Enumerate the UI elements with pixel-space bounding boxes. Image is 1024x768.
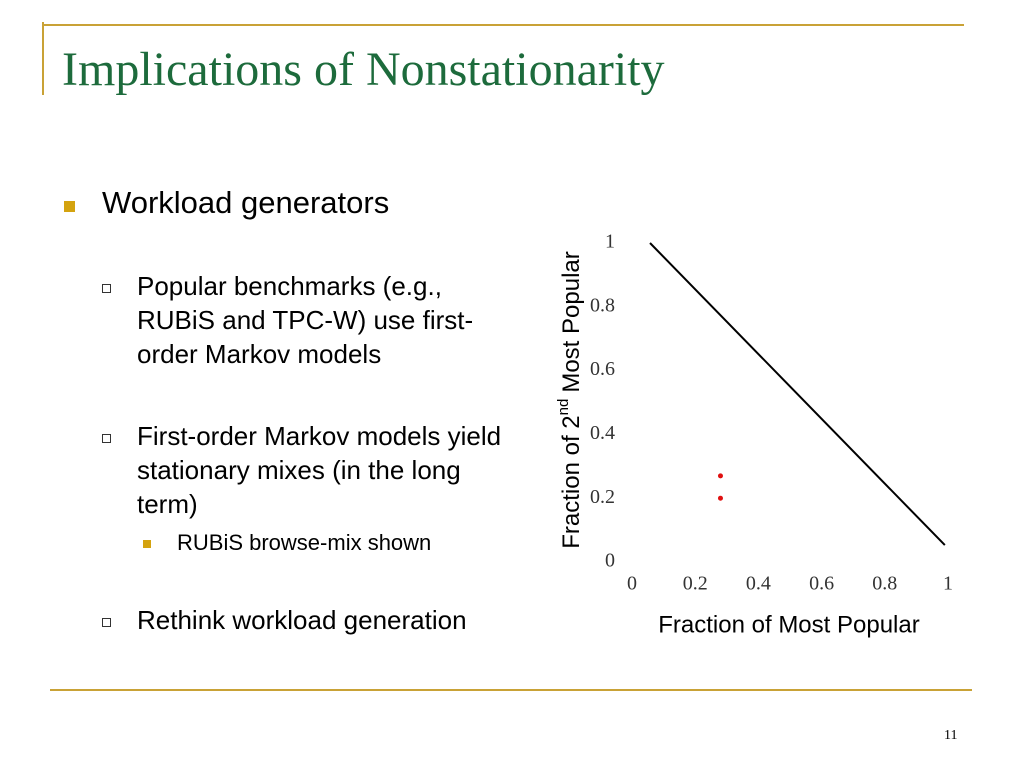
bullet-text: First-order Markov models yield stationa… xyxy=(137,421,502,519)
bullet-text: RUBiS browse-mix shown xyxy=(177,530,432,555)
x-tick-label: 0 xyxy=(627,573,637,595)
bullet xyxy=(143,540,151,548)
bullet-text: Workload generators xyxy=(102,185,390,220)
y-axis-label-sup: nd xyxy=(555,399,572,416)
data-line xyxy=(649,242,946,546)
bullet-text: Popular benchmarks (e.g., RUBiS and TPC-… xyxy=(137,271,474,369)
x-tick-label: 0.2 xyxy=(683,573,708,595)
y-tick-label: 0.6 xyxy=(590,358,615,380)
data-point xyxy=(717,473,723,479)
y-tick-label: 0.4 xyxy=(590,422,615,444)
y-tick-label: 0.2 xyxy=(590,486,615,508)
bullet xyxy=(102,618,111,627)
y-axis-label: Fraction of 2nd Most Popular xyxy=(555,251,585,549)
x-tick-label: 0.4 xyxy=(746,573,771,595)
x-tick-label: 0.8 xyxy=(872,573,897,595)
y-axis-label-part: Fraction of 2 xyxy=(558,415,585,548)
bullet xyxy=(64,201,75,212)
bullet xyxy=(102,284,111,293)
data-point xyxy=(717,495,723,501)
y-tick-label: 1 xyxy=(605,231,615,253)
slide-title: Implications of Nonstationarity xyxy=(62,43,665,96)
y-tick-label: 0.8 xyxy=(590,294,615,316)
bullet-text: Rethink workload generation xyxy=(137,605,467,635)
x-tick-label: 1 xyxy=(943,573,953,595)
page-number: 11 xyxy=(944,728,958,743)
y-tick-label: 0 xyxy=(605,550,615,572)
x-axis-label: Fraction of Most Popular xyxy=(658,611,919,638)
y-axis-label-part: Most Popular xyxy=(558,251,585,392)
bullet xyxy=(102,434,111,443)
x-tick-label: 0.6 xyxy=(809,573,834,595)
